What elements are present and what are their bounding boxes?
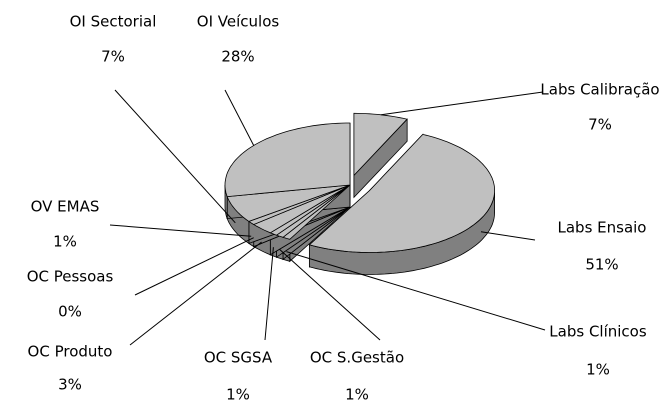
slice <box>308 133 495 253</box>
value-label: 1% <box>345 386 369 404</box>
slice <box>252 184 351 234</box>
value-label: 1% <box>226 386 250 404</box>
category-label: Labs Clínicos <box>549 323 647 341</box>
category-label: OV EMAS <box>31 198 100 216</box>
value-label: 7% <box>101 48 125 66</box>
leader-line <box>264 247 274 341</box>
category-label: OI Veículos <box>197 13 280 31</box>
leader-line <box>114 89 236 224</box>
value-label: 1% <box>586 361 610 379</box>
leader-line <box>381 91 544 116</box>
value-label: 1% <box>53 233 77 251</box>
value-label: 7% <box>588 116 612 134</box>
leader-line <box>286 251 546 331</box>
leader-line <box>109 224 252 237</box>
value-label: 51% <box>585 256 618 274</box>
leader-line <box>224 89 255 146</box>
leader-line <box>480 231 536 241</box>
leader-line <box>129 241 262 346</box>
category-label: OC SGSA <box>204 349 273 367</box>
category-label: OC S.Gestão <box>310 349 404 367</box>
value-label: 3% <box>58 376 82 394</box>
leader-line <box>279 249 381 341</box>
category-label: OC Pessoas <box>27 268 114 286</box>
category-label: OI Sectorial <box>70 13 157 31</box>
category-label: OC Produto <box>28 343 113 361</box>
slice <box>224 122 351 198</box>
category-label: Labs Ensaio <box>558 219 647 237</box>
category-label: Labs Calibração <box>540 81 659 99</box>
leader-line <box>134 237 254 296</box>
value-label: 0% <box>58 303 82 321</box>
value-label: 28% <box>221 48 254 66</box>
